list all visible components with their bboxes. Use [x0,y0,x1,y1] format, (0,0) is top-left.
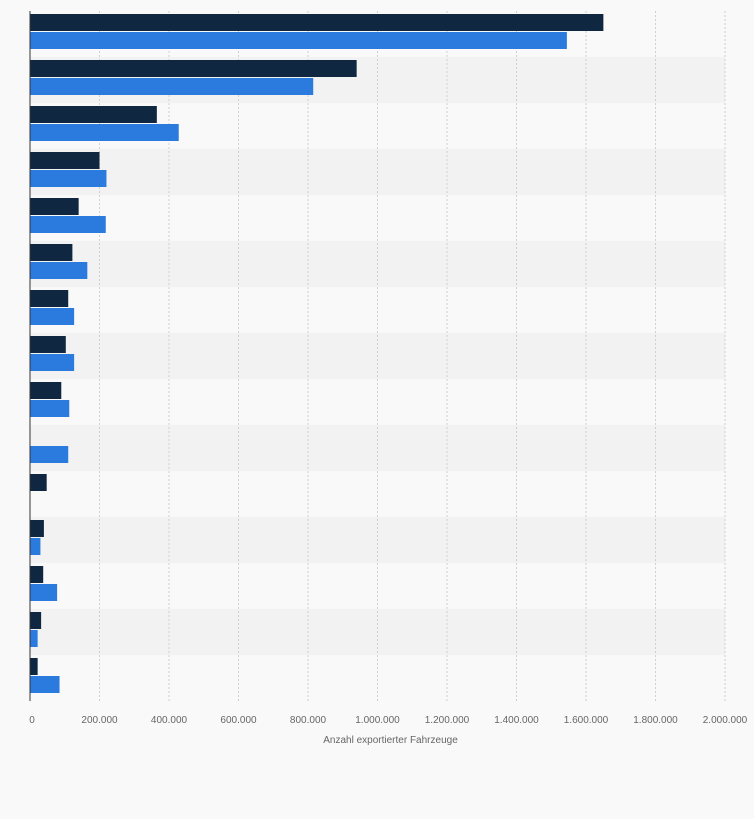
bar-series1 [30,336,66,353]
x-tick-label: 1.000.000 [355,715,400,726]
x-tick-label: 0 [29,715,35,726]
x-tick-label: 1.200.000 [425,715,470,726]
bar-series2 [30,676,60,693]
row-band [30,471,725,517]
bar-series1 [30,520,44,537]
bar-series2 [30,538,41,555]
bar-series1 [30,244,73,261]
bar-series2 [30,124,179,141]
x-tick-label: 800.000 [290,715,327,726]
bar-series1 [30,198,79,215]
bar-series2 [30,170,107,187]
bars [30,14,604,693]
x-tick-label: 2.000.000 [703,715,748,726]
bar-series2 [30,262,88,279]
bar-series1 [30,658,38,675]
x-tick-label: 400.000 [151,715,188,726]
row-band [30,655,725,701]
bar-series2 [30,308,75,325]
bar-series1 [30,566,44,583]
bar-series1 [30,60,357,77]
bar-series2 [30,584,58,601]
bar-series2 [30,354,75,371]
x-axis-ticks: 0 200.000 400.000 600.000 800.000 1.000.000 1.… [29,715,747,726]
bar-series2 [30,216,106,233]
x-tick-label: 1.800.000 [633,715,678,726]
bar-series2 [30,78,314,95]
row-band [30,287,725,333]
bar-series2 [30,630,38,647]
bar-series1 [30,106,157,123]
row-band [30,563,725,609]
bar-series2 [30,446,69,463]
bar-series2 [30,32,567,49]
x-axis-title: Anzahl exportierter Fahrzeuge [323,735,458,746]
bar-series1 [30,382,62,399]
bar-series1 [30,152,100,169]
row-band [30,195,725,241]
gridlines [99,11,726,701]
bar-series1 [30,474,47,491]
x-tick-label: 600.000 [220,715,257,726]
row-band [30,379,725,425]
bar-series2 [30,400,70,417]
x-tick-label: 1.400.000 [494,715,539,726]
x-tick-label: 200.000 [81,715,118,726]
x-tick-label: 1.600.000 [564,715,609,726]
bar-series1 [30,14,604,31]
bar-series1 [30,290,69,307]
bar-series1 [30,612,42,629]
